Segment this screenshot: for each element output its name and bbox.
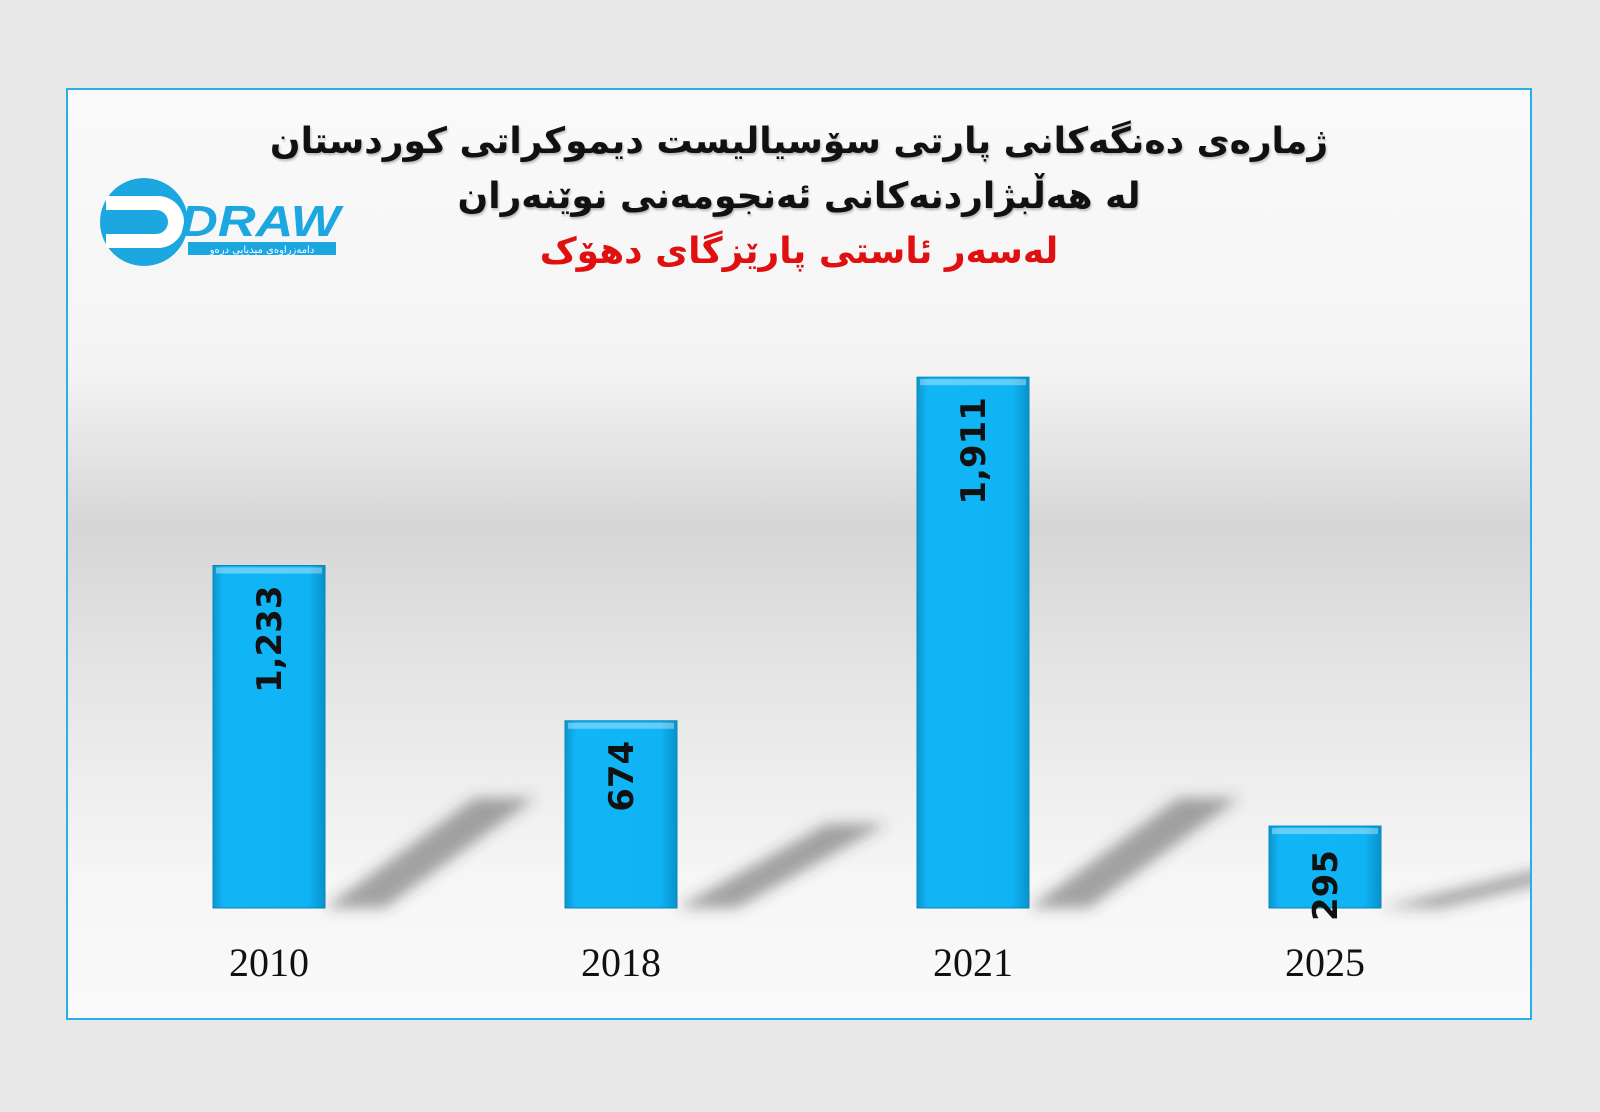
x-tick-label: 2021 <box>933 940 1013 985</box>
bar-shadow <box>1381 871 1530 908</box>
logo-wordmark: DRAW <box>180 197 344 246</box>
bar-shadow <box>325 798 535 908</box>
bar-chart: 1,233 2010 674 2018 1,911 2021 295 2025 <box>212 376 1530 985</box>
bar-2021 <box>916 376 1030 909</box>
logo-tagline: دامەزراوەی میدیایی درەو <box>209 245 315 256</box>
chart-subtitle-region: لەسەر ئاستی پارێزگای دهۆک <box>539 231 1059 272</box>
bar-value-label: 674 <box>602 741 642 812</box>
logo-d-shape-icon <box>106 196 184 248</box>
bar-2010 <box>212 565 326 909</box>
bar-highlight <box>1272 828 1378 835</box>
chart-title: ژمارەی دەنگەکانی پارتی سۆسیالیست دیموکرا… <box>269 121 1329 162</box>
bar-value-label: 1,233 <box>250 586 290 694</box>
draw-logo: DRAW دامەزراوەی میدیایی درەو <box>100 178 344 266</box>
logo-tagline-bar <box>188 242 336 255</box>
chart-titles: ژمارەی دەنگەکانی پارتی سۆسیالیست دیموکرا… <box>68 114 1530 279</box>
x-tick-label: 2025 <box>1285 940 1365 985</box>
bar-highlight <box>568 722 674 729</box>
bar-value-label: 295 <box>1306 850 1346 921</box>
bar-highlight <box>216 567 322 574</box>
bar-2025 <box>1268 825 1382 909</box>
x-tick-label: 2010 <box>229 940 309 985</box>
bar-2018 <box>564 720 678 909</box>
bar-shadow <box>677 823 887 908</box>
bar-shadow <box>1029 798 1239 908</box>
bar-highlight <box>920 379 1026 386</box>
bar-value-label: 1,911 <box>954 397 994 505</box>
x-tick-label: 2018 <box>581 940 661 985</box>
chart-frame: ژمارەی دەنگەکانی پارتی سۆسیالیست دیموکرا… <box>66 88 1532 1020</box>
chart-subtitle: لە هەڵبژاردنەکانی ئەنجومەنی نوێنەران <box>457 176 1141 217</box>
